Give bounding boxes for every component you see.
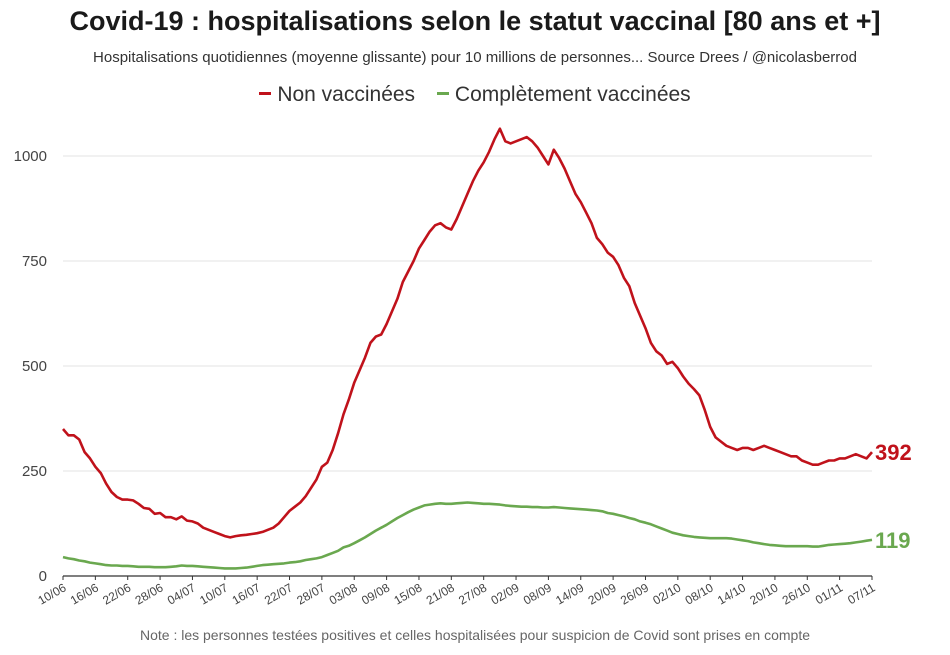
- x-tick-label: 26/10: [780, 580, 813, 607]
- x-tick-label: 07/11: [845, 580, 878, 607]
- x-tick-label: 14/10: [715, 580, 748, 607]
- grid-lines: [63, 155, 872, 577]
- x-tick-label: 02/10: [650, 580, 683, 607]
- x-tick-label: 21/08: [424, 580, 457, 607]
- chart-note: Note : les personnes testées positives e…: [139, 627, 811, 643]
- x-tick-label: 28/06: [133, 580, 166, 607]
- chart-legend: Non vaccinées Complètement vaccinées: [0, 83, 950, 107]
- legend-label: Non vaccinées: [277, 83, 416, 106]
- y-tick-label: 250: [22, 463, 47, 480]
- x-tick-label: 03/08: [327, 580, 360, 607]
- x-tick-label: 14/09: [553, 580, 586, 607]
- x-tick-label: 01/11: [813, 580, 846, 607]
- x-tick-label: 09/08: [359, 580, 392, 607]
- x-tick-label: 27/08: [456, 580, 489, 607]
- x-tick-label: 08/09: [521, 580, 554, 607]
- x-tick-label: 16/06: [68, 580, 101, 607]
- x-tick-label: 22/07: [262, 580, 295, 607]
- end-labels: 392 119: [875, 440, 912, 553]
- legend-label: Complètement vaccinées: [454, 83, 691, 106]
- x-tick-label: 16/07: [230, 580, 263, 607]
- x-tick-label: 20/10: [747, 580, 780, 607]
- x-tick-label: 08/10: [683, 580, 716, 607]
- y-axis-ticks: 0 250 500 750 1000: [14, 148, 47, 585]
- legend-swatch-red: [259, 91, 272, 95]
- x-tick-label: 15/08: [391, 580, 424, 607]
- x-tick-label: 22/06: [100, 580, 133, 607]
- series-end-label: 119: [875, 528, 911, 553]
- chart-title: Covid-19 : hospitalisations selon le sta…: [69, 6, 881, 36]
- series-line-completement-vaccinees: [62, 501, 873, 570]
- series-line-non-vaccinees: [62, 127, 873, 539]
- chart-subtitle: Hospitalisations quotidiennes (moyenne g…: [93, 49, 857, 66]
- x-tick-label: 28/07: [294, 580, 327, 607]
- legend-item-completement-vaccinees[interactable]: Complètement vaccinées: [436, 83, 691, 107]
- legend-swatch-green: [436, 91, 449, 95]
- x-axis: 10/06 16/06 22/06 28/06 04/07 10/07 16/07 22/07…: [35, 576, 878, 608]
- x-tick-label: 02/09: [489, 580, 522, 607]
- legend-item-non-vaccinees[interactable]: Non vaccinées: [259, 83, 415, 107]
- y-tick-label: 750: [22, 253, 47, 270]
- series-lines: [62, 127, 873, 570]
- y-tick-label: 500: [22, 358, 47, 375]
- y-tick-label: 0: [39, 568, 47, 585]
- series-end-label: 392: [875, 440, 912, 465]
- x-tick-label: 20/09: [586, 580, 619, 607]
- x-tick-label: 10/07: [197, 580, 230, 607]
- x-tick-label: 04/07: [165, 580, 198, 607]
- x-tick-label: 26/09: [618, 580, 651, 607]
- y-tick-label: 1000: [14, 148, 47, 165]
